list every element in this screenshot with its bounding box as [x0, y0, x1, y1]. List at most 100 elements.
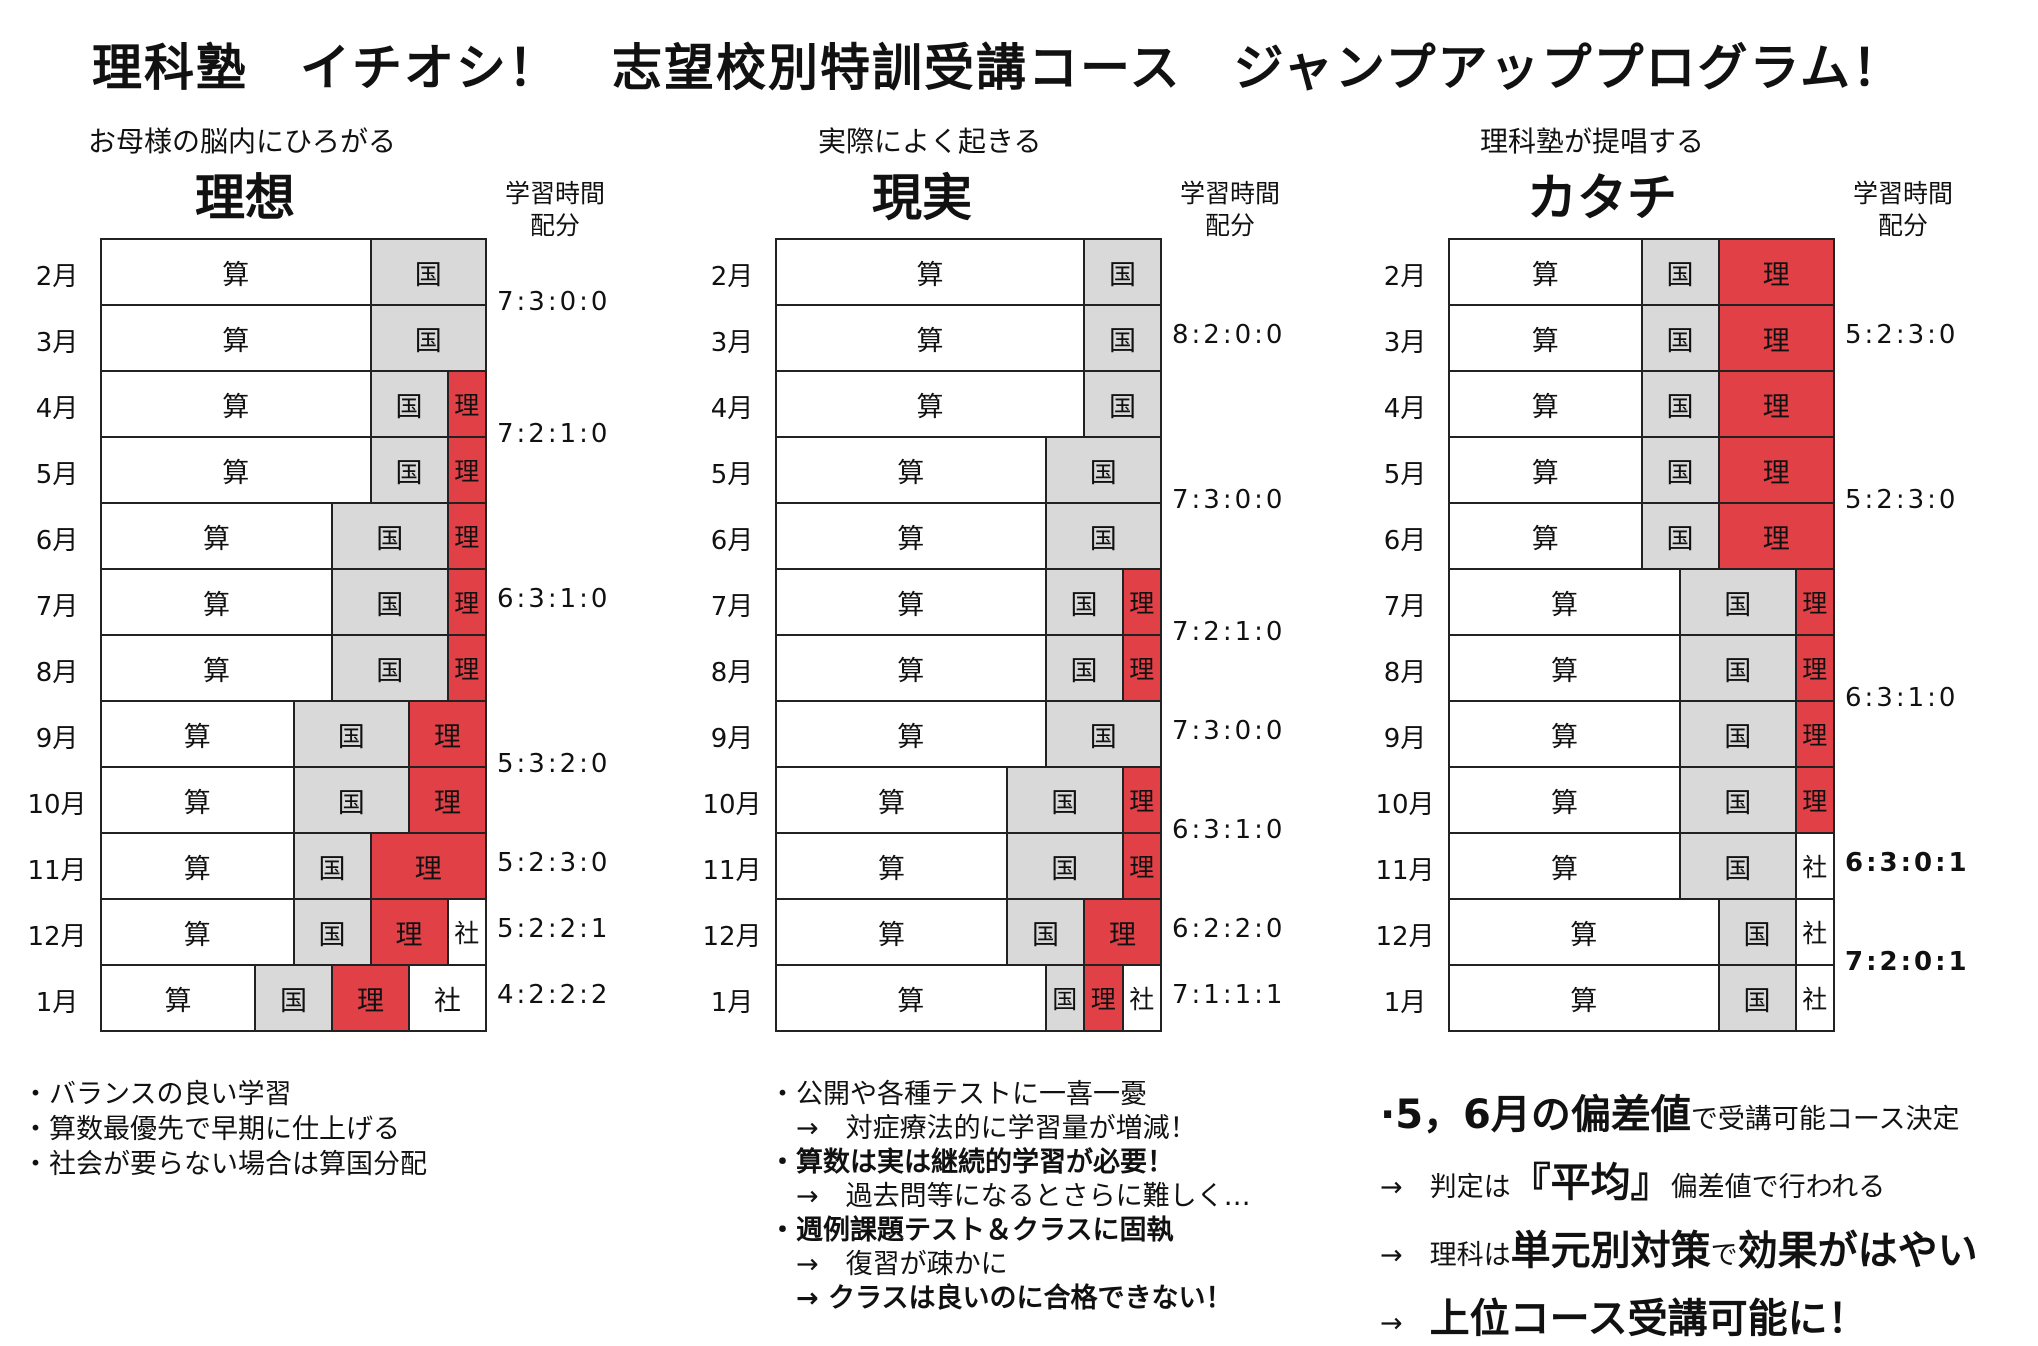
note-segment: → 理科は [1380, 1240, 1511, 1271]
subject-cell-japanese: 国 [1044, 634, 1124, 702]
subject-cell-japanese: 国 [1679, 766, 1797, 834]
subject-cell-math: 算 [775, 568, 1047, 636]
time-allocation-header: 学習時間 配分 [495, 178, 615, 242]
time-ratio: 7:3:0:0 [1172, 716, 1286, 746]
subject-cell-japanese: 国 [331, 502, 449, 570]
column-subtitle: 実際によく起きる [818, 125, 1042, 158]
subject-cell-science: 理 [446, 634, 487, 702]
subject-cell-math: 算 [775, 634, 1047, 702]
time-allocation-header: 学習時間 配分 [1843, 178, 1963, 242]
subject-cell-japanese: 国 [1679, 568, 1797, 636]
subject-cell-japanese: 国 [1044, 568, 1124, 636]
subject-cell-science: 理 [1717, 436, 1835, 504]
time-allocation-header: 学習時間 配分 [1170, 178, 1290, 242]
subject-cell-science: 理 [369, 832, 487, 900]
note-line: → 対症療法的に学習量が増減！ [769, 1113, 1197, 1144]
month-label: 1月 [710, 988, 754, 1018]
time-header-line: 学習時間 [1852, 179, 1953, 208]
note-segment: 偏差値で行われる [1670, 1172, 1886, 1203]
subject-cell-science: 理 [1121, 766, 1162, 834]
note-line: ・算数は実は継続的学習が必要！ [769, 1147, 1174, 1178]
time-ratio: 6:2:2:0 [1172, 914, 1286, 944]
note-line: → 上位コース受講可能に！ [1380, 1286, 1868, 1344]
month-label: 9月 [710, 724, 754, 754]
subject-cell-japanese: 国 [292, 766, 410, 834]
time-ratio: 5:2:3:0 [1845, 485, 1959, 515]
subject-cell-science: 理 [331, 964, 410, 1032]
note-segment: 5，6月の偏差値 [1395, 1092, 1691, 1138]
month-label: 6月 [710, 526, 754, 556]
subject-cell-japanese: 国 [331, 634, 449, 702]
subject-cell-japanese: 国 [1006, 832, 1124, 900]
note-line: → 過去問等になるとさらに難しく… [769, 1181, 1251, 1212]
note-segment: · [1380, 1092, 1396, 1138]
subject-cell-math: 算 [775, 898, 1008, 966]
subject-cell-japanese: 国 [1083, 304, 1162, 372]
note-line: ·5，6月の偏差値で受講可能コース決定 [1380, 1082, 1960, 1140]
time-ratio: 5:2:2:1 [497, 914, 611, 944]
subject-cell-math: 算 [1448, 238, 1643, 306]
month-label: 5月 [1383, 460, 1427, 490]
subject-cell-math: 算 [775, 964, 1047, 1032]
time-header-line: 学習時間 [1179, 179, 1280, 208]
subject-cell-japanese: 国 [1640, 370, 1720, 438]
subject-cell-japanese: 国 [369, 304, 487, 372]
subject-cell-math: 算 [775, 238, 1085, 306]
note-segment: 単元別対策 [1510, 1228, 1711, 1274]
subject-cell-math: 算 [100, 634, 333, 702]
subject-cell-math: 算 [775, 370, 1085, 438]
subject-cell-japanese: 国 [1679, 700, 1797, 768]
month-label: 9月 [1383, 724, 1427, 754]
time-header-line: 配分 [1877, 211, 1928, 240]
subject-cell-math: 算 [1448, 766, 1681, 834]
subject-cell-math: 算 [1448, 700, 1681, 768]
subject-cell-math: 算 [100, 766, 295, 834]
time-ratio: 6:3:0:1 [1845, 848, 1970, 878]
note-line: → クラスは良いのに合格できない！ [769, 1283, 1233, 1314]
subject-cell-math: 算 [775, 304, 1085, 372]
column-subtitle: 理科塾が提唱する [1480, 125, 1705, 158]
month-label: 8月 [35, 658, 79, 688]
subject-cell-math: 算 [775, 436, 1047, 504]
subject-cell-japanese: 国 [1679, 832, 1797, 900]
time-ratio: 8:2:0:0 [1172, 320, 1286, 350]
month-label: 2月 [35, 262, 79, 292]
month-label: 6月 [1383, 526, 1427, 556]
subject-cell-japanese: 国 [292, 700, 410, 768]
subject-cell-japanese: 国 [369, 370, 449, 438]
subject-cell-science: 理 [1717, 370, 1835, 438]
subject-cell-science: 理 [446, 568, 487, 636]
subject-cell-math: 算 [775, 700, 1047, 768]
subject-cell-japanese: 国 [1006, 898, 1085, 966]
subject-cell-math: 算 [100, 370, 372, 438]
subject-cell-japanese: 国 [369, 436, 449, 504]
subject-cell-math: 算 [1448, 832, 1681, 900]
subject-cell-japanese: 国 [1006, 766, 1124, 834]
subject-cell-math: 算 [775, 766, 1008, 834]
subject-cell-science: 理 [1083, 964, 1124, 1032]
subject-cell-social: 社 [1121, 964, 1162, 1032]
subject-cell-math: 算 [100, 964, 256, 1032]
month-label: 5月 [710, 460, 754, 490]
time-ratio: 7:3:0:0 [497, 287, 611, 317]
note-segment: → 判定は [1380, 1172, 1511, 1203]
subject-cell-japanese: 国 [1044, 964, 1085, 1032]
time-ratio: 7:3:0:0 [1172, 485, 1286, 515]
subject-cell-social: 社 [1794, 898, 1835, 966]
subject-cell-math: 算 [1448, 898, 1720, 966]
subject-cell-science: 理 [1794, 634, 1835, 702]
subject-cell-science: 理 [408, 766, 487, 834]
month-label: 11月 [27, 856, 87, 886]
month-label: 7月 [710, 592, 754, 622]
column-heading: 現実 [872, 169, 972, 227]
subject-cell-science: 理 [408, 700, 487, 768]
subject-cell-math: 算 [775, 832, 1008, 900]
subject-cell-math: 算 [100, 304, 372, 372]
subject-cell-japanese: 国 [369, 238, 487, 306]
month-label: 11月 [702, 856, 762, 886]
subject-cell-math: 算 [100, 700, 295, 768]
time-ratio: 7:2:1:0 [497, 419, 611, 449]
month-label: 3月 [35, 328, 79, 358]
subject-cell-science: 理 [1083, 898, 1162, 966]
subject-cell-science: 理 [1121, 568, 1162, 636]
